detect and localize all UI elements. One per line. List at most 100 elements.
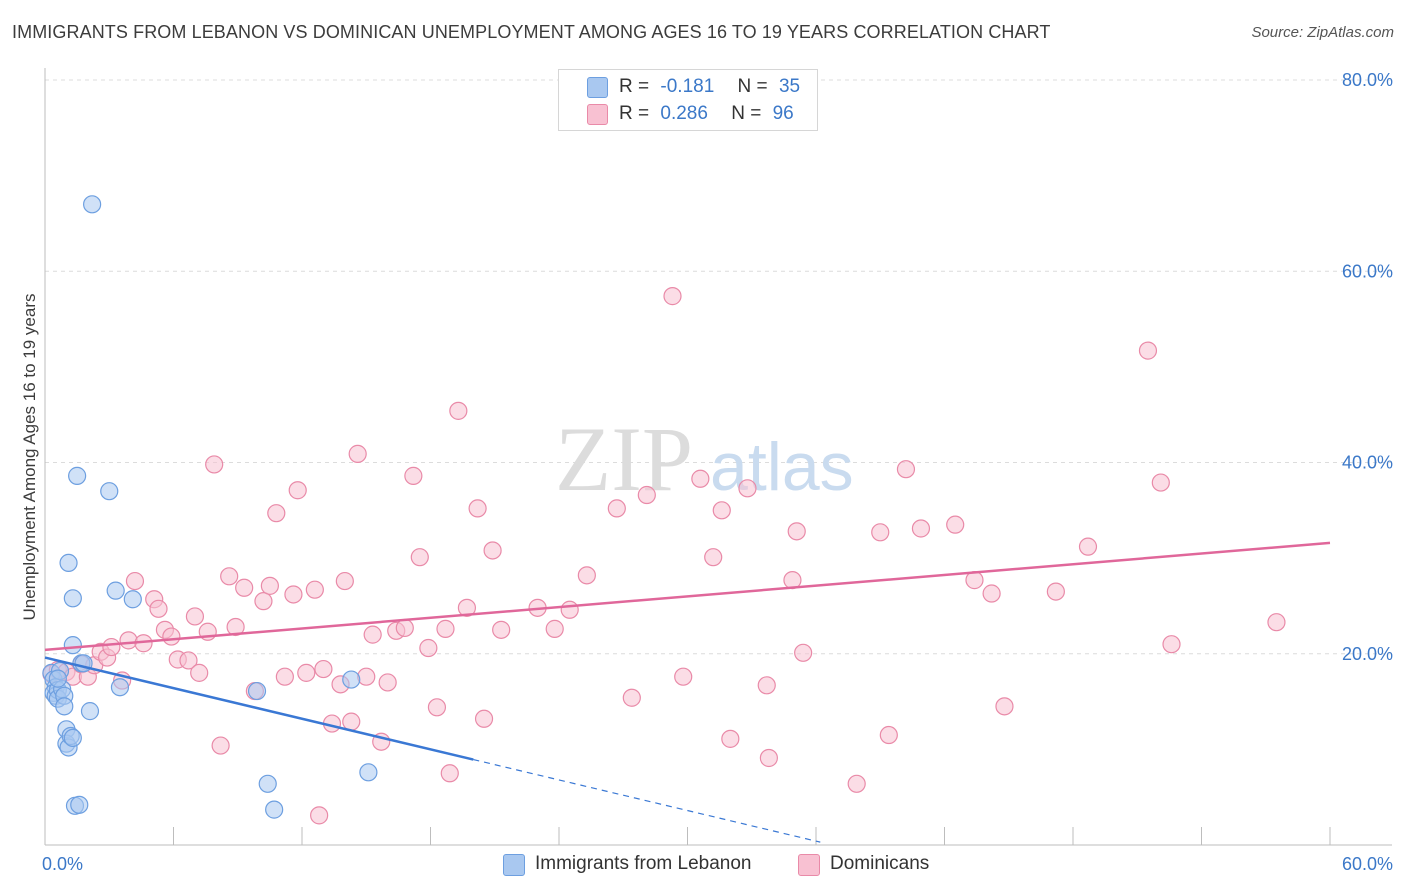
lebanon-point-19 <box>63 636 82 655</box>
watermark: ZIP atlas <box>555 408 854 510</box>
legend-n-label: N = <box>737 76 768 97</box>
dominican-point-90 <box>1078 537 1098 556</box>
dominican-point-87 <box>982 584 1001 603</box>
lebanon-point-26 <box>83 195 102 214</box>
dominican-point-82 <box>879 725 898 745</box>
legend-n-value-dominicans: 96 <box>772 103 794 124</box>
gridlines <box>45 79 1392 655</box>
lebanon-trend-extension <box>473 758 821 843</box>
dominican-point-91 <box>1138 341 1158 360</box>
dominican-point-75 <box>757 676 776 695</box>
dominican-point-65 <box>607 499 626 518</box>
lebanon-point-32 <box>258 774 277 793</box>
dominican-point-32 <box>275 667 294 686</box>
y-tick-label-20: 20.0% <box>1342 644 1393 664</box>
lebanon-point-22 <box>70 795 89 814</box>
dominican-point-17 <box>162 627 181 646</box>
lebanon-point-20 <box>68 466 87 485</box>
dominican-point-58 <box>474 709 494 728</box>
dominican-point-33 <box>284 585 303 604</box>
lebanon-point-30 <box>123 590 142 609</box>
lebanon-points <box>42 195 378 819</box>
tick-labels: 20.0% 40.0% 60.0% 80.0% 0.0% 60.0% <box>42 70 1393 874</box>
dominican-point-52 <box>427 698 447 717</box>
dominican-point-42 <box>348 444 367 463</box>
dominican-point-55 <box>449 401 468 420</box>
lebanon-point-10 <box>48 669 67 688</box>
dominican-point-85 <box>946 515 965 534</box>
lebanon-point-28 <box>106 581 125 600</box>
dominican-point-89 <box>1046 582 1065 601</box>
dominican-point-23 <box>205 455 224 474</box>
axes <box>44 68 1392 846</box>
dominican-point-63 <box>560 600 579 619</box>
dominican-point-73 <box>721 729 740 748</box>
legend-r-value-lebanon: -0.181 <box>660 76 715 97</box>
dominican-point-11 <box>119 631 138 650</box>
dominicans-points <box>42 287 1286 825</box>
y-tick-label-60: 60.0% <box>1342 261 1393 281</box>
dominican-point-66 <box>622 688 641 707</box>
dominican-point-76 <box>759 748 778 768</box>
dominican-point-34 <box>288 481 307 500</box>
dominican-point-64 <box>577 566 596 585</box>
bottom-legend-swatch-dominicans <box>798 854 820 876</box>
dominican-point-50 <box>410 548 429 567</box>
legend-swatch-dominicans <box>587 104 608 125</box>
legend-r-value-dominicans: 0.286 <box>660 103 708 124</box>
dominican-point-79 <box>794 643 813 662</box>
lebanon-point-33 <box>265 800 284 819</box>
dominican-point-31 <box>267 504 286 523</box>
dominican-point-53 <box>436 619 455 638</box>
dominican-point-40 <box>335 571 354 591</box>
lebanon-point-34 <box>342 670 361 689</box>
dominican-point-37 <box>314 659 333 679</box>
lebanon-point-25 <box>80 702 100 721</box>
source-label: Source: ZipAtlas.com <box>1251 24 1394 41</box>
dominican-point-48 <box>395 618 414 638</box>
dominican-point-88 <box>995 697 1014 716</box>
dominican-point-57 <box>468 499 487 518</box>
dominican-point-12 <box>125 571 145 591</box>
dominican-point-62 <box>545 619 564 638</box>
dominican-point-30 <box>260 576 279 595</box>
dominican-point-51 <box>419 638 438 658</box>
x-tick-label-60: 60.0% <box>1342 854 1393 874</box>
bottom-legend-label-dominicans: Dominicans <box>830 853 930 874</box>
dominican-point-70 <box>691 469 710 488</box>
dominican-point-27 <box>235 578 254 597</box>
dominican-point-43 <box>357 667 376 686</box>
dominican-point-41 <box>342 712 361 731</box>
lebanon-trend-line <box>44 656 474 761</box>
y-tick-label-40: 40.0% <box>1342 453 1393 473</box>
dominican-point-49 <box>404 466 423 485</box>
dominican-point-56 <box>457 598 477 617</box>
dominican-trend-line <box>44 541 1331 652</box>
dominican-point-94 <box>1267 613 1286 632</box>
lebanon-point-16 <box>63 728 82 748</box>
x-tick-label-0: 0.0% <box>42 854 83 874</box>
chart-title: IMMIGRANTS FROM LEBANON VS DOMINICAN UNE… <box>12 22 1051 42</box>
dominican-point-71 <box>704 548 723 567</box>
dominican-point-92 <box>1151 473 1170 492</box>
dominican-point-93 <box>1162 635 1181 654</box>
y-axis-label: Unemployment Among Ages 16 to 19 years <box>20 293 39 621</box>
legend-n-value-lebanon: 35 <box>778 76 801 97</box>
dominican-point-44 <box>363 625 382 644</box>
legend-n-label: N = <box>731 103 762 124</box>
lebanon-point-11 <box>55 697 74 716</box>
dominican-point-21 <box>190 663 209 682</box>
dominican-point-54 <box>440 764 459 783</box>
dominican-point-36 <box>305 580 324 599</box>
dominican-point-29 <box>254 592 273 611</box>
dominican-point-20 <box>185 607 205 626</box>
dominican-point-69 <box>674 667 693 686</box>
watermark-zip: ZIP <box>555 408 693 510</box>
dominican-point-78 <box>787 522 806 541</box>
bottom-legend-label-lebanon: Immigrants from Lebanon <box>535 853 752 874</box>
dominican-point-95 <box>310 806 329 825</box>
dominican-point-25 <box>220 567 239 586</box>
correlation-legend: R = -0.181 N = 35 R = 0.286 N = 96 <box>558 69 818 131</box>
dominican-point-60 <box>492 620 511 639</box>
